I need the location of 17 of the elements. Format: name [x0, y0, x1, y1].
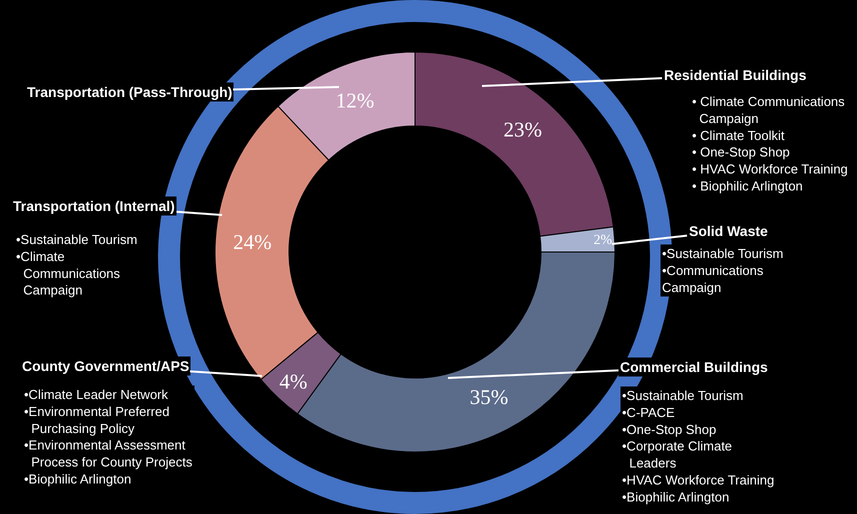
slice-label: Solid Waste	[689, 223, 768, 239]
data-label: 24%	[233, 230, 272, 254]
slice-label: County Government/APS	[22, 358, 190, 374]
slice-label: Transportation (Internal)	[13, 198, 175, 214]
data-label: 4%	[279, 370, 308, 394]
slice-label: Transportation (Pass-Through)	[27, 84, 232, 100]
data-label: 23%	[504, 118, 542, 142]
text: •Sustainable Tourism •Communications Campaign	[662, 246, 784, 295]
text: •Sustainable Tourism •C-PACE •One-Stop Shop •Corporate Climate Leaders •HVAC Workforce Training •Biophilic Arlington	[622, 388, 774, 504]
text: •Climate Leader Network •Environmental Preferred Purchasing Policy •Environmental Assessment Process for County Projects •Biophilic Arlington	[24, 387, 193, 486]
slice-label: Commercial Buildings	[620, 359, 768, 375]
text: •Sustainable Tourism •Climate Communications Campaign	[16, 232, 138, 298]
data-label: 2%	[594, 232, 613, 247]
text: • Climate Communications Campaign • Climate Toolkit • One-Stop Shop • HVAC Workforce Training • Biophilic Arlington	[692, 94, 848, 194]
data-label: 35%	[470, 385, 508, 410]
slice-label: Residential Buildings	[664, 67, 807, 83]
data-label: 12%	[336, 88, 374, 112]
